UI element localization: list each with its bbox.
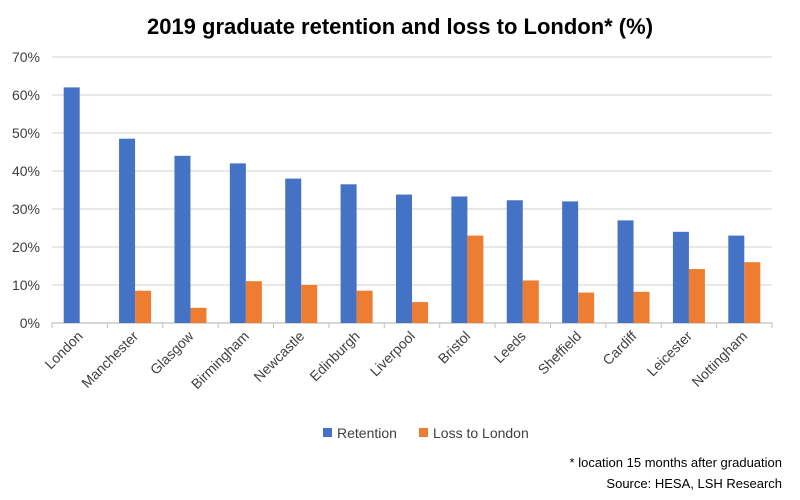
source-note: Source: HESA, LSH Research xyxy=(606,476,782,491)
y-tick-label: 20% xyxy=(12,239,40,255)
bar-retention-newcastle xyxy=(285,178,302,323)
y-tick-label: 0% xyxy=(20,315,40,331)
y-tick-label: 50% xyxy=(12,125,40,141)
x-tick-label: Leeds xyxy=(491,328,529,366)
bar-loss-to-london-manchester xyxy=(135,290,152,323)
legend: Retention Loss to London xyxy=(323,425,529,441)
legend-swatch-retention xyxy=(323,428,332,437)
bar-retention-bristol xyxy=(451,196,468,323)
bar-retention-liverpool xyxy=(396,194,412,323)
bar-loss-to-london-newcastle xyxy=(301,285,318,323)
footnote: * location 15 months after graduation xyxy=(570,455,782,470)
x-tick-label: Edinburgh xyxy=(306,328,362,384)
bar-retention-glasgow xyxy=(174,155,191,323)
bar-loss-to-london-bristol xyxy=(467,235,484,323)
bar-loss-to-london-birmingham xyxy=(245,281,262,323)
x-tick-label: Nottingham xyxy=(688,328,750,390)
bar-loss-to-london-leicester xyxy=(688,269,705,323)
bar-loss-to-london-nottingham xyxy=(744,262,761,323)
bar-loss-to-london-leeds xyxy=(522,280,539,323)
y-tick-label: 60% xyxy=(12,87,40,103)
bar-loss-to-london-liverpool xyxy=(412,302,428,323)
bar-retention-leeds xyxy=(506,200,523,323)
x-tick-label: London xyxy=(41,328,85,372)
y-tick-label: 40% xyxy=(12,163,40,179)
x-tick-label: Leicester xyxy=(644,328,696,380)
x-tick-label: Cardiff xyxy=(599,328,639,368)
bar-loss-to-london-glasgow xyxy=(190,307,207,323)
x-tick-label: Manchester xyxy=(78,328,141,391)
y-tick-label: 10% xyxy=(12,277,40,293)
bar-loss-to-london-sheffield xyxy=(578,292,595,323)
x-tick-label: Sheffield xyxy=(535,328,585,378)
y-tick-label: 70% xyxy=(12,49,40,65)
x-tick-label: Glasgow xyxy=(147,327,197,377)
legend-label-retention: Retention xyxy=(337,425,397,441)
bar-retention-birmingham xyxy=(229,163,246,323)
bar-retention-leicester xyxy=(672,231,689,323)
bar-loss-to-london-edinburgh xyxy=(356,290,373,323)
legend-label-loss-to-london: Loss to London xyxy=(433,425,529,441)
bar-retention-cardiff xyxy=(617,220,634,323)
legend-swatch-loss-to-london xyxy=(419,428,428,437)
y-tick-label: 30% xyxy=(12,201,40,217)
bar-retention-london xyxy=(63,87,80,324)
x-tick-label: Liverpool xyxy=(367,328,418,379)
chart-title: 2019 graduate retention and loss to Lond… xyxy=(147,14,653,39)
bar-loss-to-london-cardiff xyxy=(633,291,650,323)
x-tick-label: Newcastle xyxy=(250,328,307,385)
bar-retention-sheffield xyxy=(562,201,579,323)
bar-retention-edinburgh xyxy=(340,184,357,323)
x-tick-label: Bristol xyxy=(435,328,474,367)
bar-retention-manchester xyxy=(119,138,136,323)
x-tick-label: Birmingham xyxy=(188,328,252,392)
bar-retention-nottingham xyxy=(728,235,745,323)
